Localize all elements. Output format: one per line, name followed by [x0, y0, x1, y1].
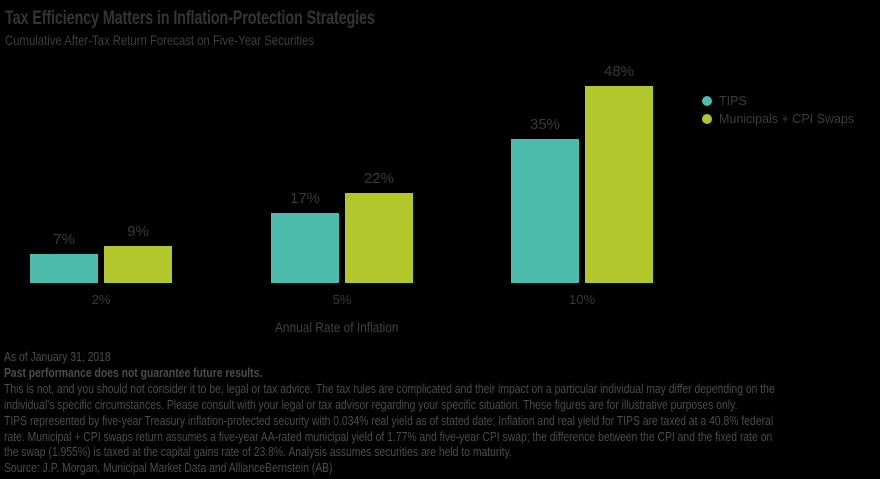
- x-axis-tick-label-5%: 5%: [332, 292, 352, 307]
- bar-value-label-municipals-2%: 9%: [127, 223, 149, 240]
- legend: TIPS Municipals + CPI Swaps: [702, 92, 854, 128]
- legend-item-municipals-cpi-swaps: Municipals + CPI Swaps: [702, 110, 854, 128]
- footnote-line-6: rate. Municipal + CPI swaps return assum…: [4, 429, 773, 444]
- footnote-line-1: As of January 31, 2018: [4, 350, 111, 364]
- bar-value-label-municipals-10%: 48%: [603, 63, 635, 80]
- legend-label: Municipals + CPI Swaps: [719, 112, 855, 126]
- bar-municipals-5%: [345, 193, 413, 283]
- bar-value-label-tips-10%: 35%: [529, 116, 561, 133]
- x-axis-tick-label-10%: 10%: [568, 292, 596, 307]
- chart-subtitle: Cumulative After-Tax Return Forecast on …: [5, 32, 315, 48]
- bar-value-label-municipals-5%: 22%: [363, 170, 395, 187]
- footnote-line-7: the swap (1.955%) is taxed at the capita…: [4, 445, 512, 460]
- footnotes: As of January 31, 2018 Past performance d…: [4, 350, 880, 477]
- footnote-line-2: Past performance does not guarantee futu…: [4, 365, 263, 380]
- bar-value-label-tips-5%: 17%: [289, 190, 321, 207]
- footnote-line-5: TIPS represented by five-year Treasury i…: [4, 413, 774, 428]
- bar-tips-10%: [511, 139, 579, 283]
- footnote-line-4: individual's specific circumstances. Ple…: [4, 397, 738, 412]
- chart-title: Tax Efficiency Matters in Inflation-Prot…: [5, 8, 375, 29]
- bar-tips-5%: [271, 213, 339, 283]
- bar-municipals-2%: [104, 246, 172, 283]
- bar-tips-2%: [30, 254, 98, 283]
- legend-swatch-icon: [702, 114, 712, 124]
- legend-swatch-icon: [702, 96, 712, 106]
- footnote-line-3: This is not, and you should not consider…: [4, 381, 775, 396]
- bar-value-label-tips-2%: 7%: [53, 231, 75, 248]
- bar-municipals-10%: [585, 86, 653, 283]
- footnote-line-8: Source: J.P. Morgan, Municipal Market Da…: [4, 461, 333, 476]
- legend-label: TIPS: [719, 94, 747, 108]
- legend-item-tips: TIPS: [702, 92, 854, 110]
- x-axis-tick-label-2%: 2%: [91, 292, 111, 307]
- x-axis-label: Annual Rate of Inflation: [275, 320, 399, 335]
